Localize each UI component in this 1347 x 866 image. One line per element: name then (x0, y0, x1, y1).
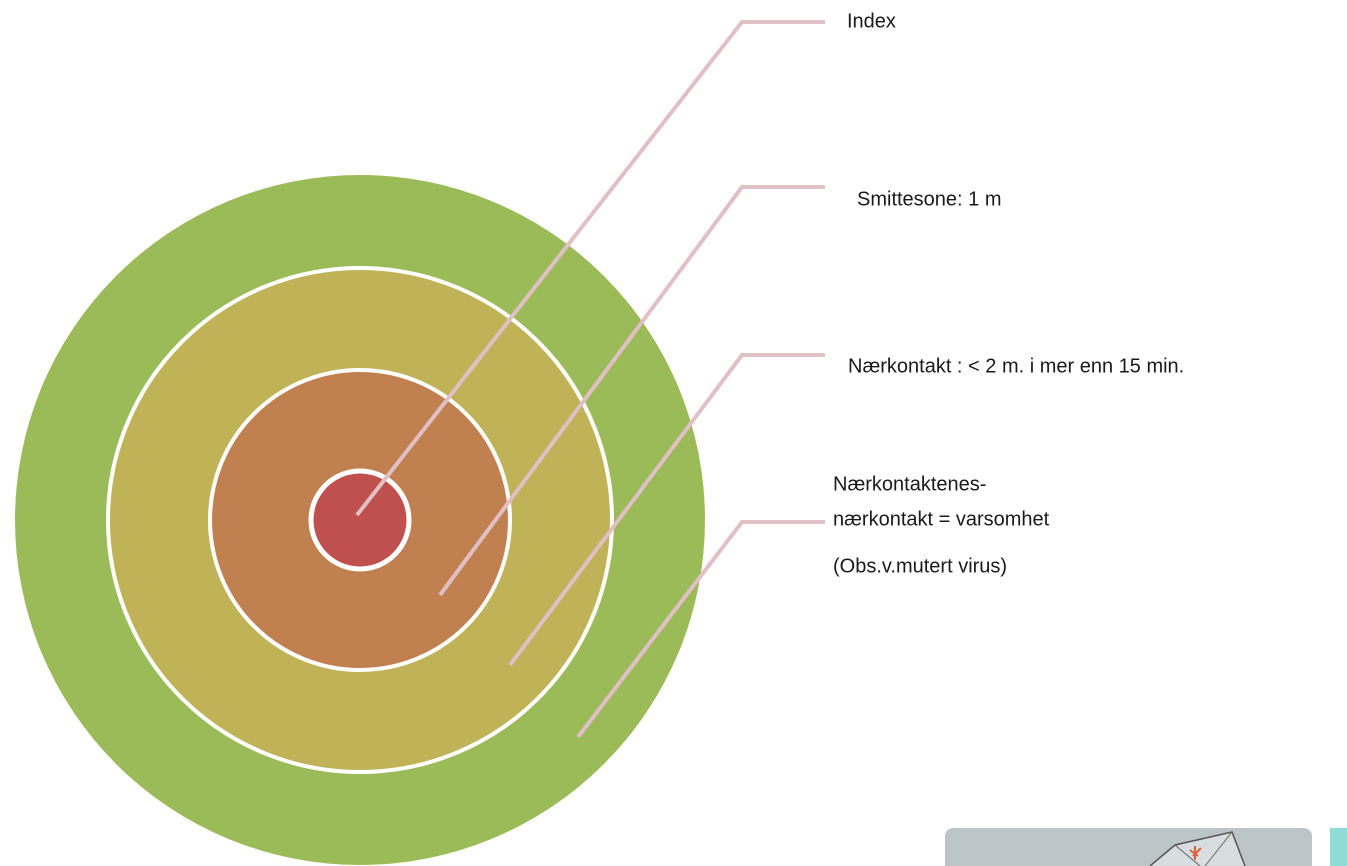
side-tab (1330, 828, 1347, 866)
label: Nærkontakt : < 2 m. i mer enn 15 min. (848, 355, 1184, 377)
label: Smittesone: 1 m (857, 188, 1002, 210)
leader-line (508, 353, 825, 667)
label: Index (847, 10, 896, 32)
note: (Obs.v.mutert virus) (833, 555, 1007, 577)
thumbnail (945, 828, 1312, 866)
label: Nærkontaktenes- (833, 473, 986, 495)
index-zone (308, 468, 412, 572)
leader-line (355, 20, 825, 517)
label: nærkontakt = varsomhet (833, 508, 1050, 530)
leader-line (438, 185, 825, 597)
leader-line (576, 520, 825, 739)
